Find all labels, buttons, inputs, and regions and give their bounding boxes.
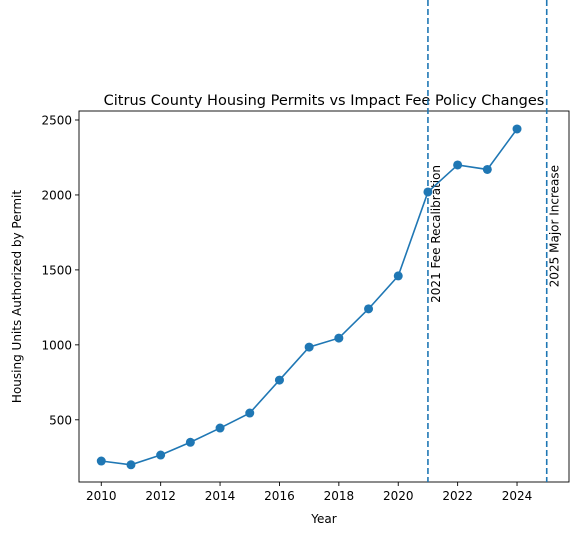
y-tick-label-1000: 1000 [41,338,72,352]
data-point-2020 [393,271,403,281]
plot-frame [78,110,570,483]
y-axis-title: Housing Units Authorized by Permit [10,190,24,403]
x-tick-label-2012: 2012 [145,489,176,503]
data-point-2017 [304,342,314,352]
x-tick-label-2010: 2010 [86,489,117,503]
data-point-2011 [126,460,136,470]
data-point-2012 [156,450,166,460]
annotation-label-2021: 2021 Fee Recalibration [429,165,443,303]
y-tick-label-2000: 2000 [41,188,72,202]
x-tick-label-2022: 2022 [442,489,473,503]
series-line [101,128,518,466]
y-tick-label-500: 500 [49,413,72,427]
data-point-2023 [482,164,492,174]
data-point-2015 [245,408,255,418]
data-point-2018 [334,333,344,343]
x-tick-label-2018: 2018 [324,489,355,503]
x-tick-label-2024: 2024 [502,489,533,503]
x-tick-label-2016: 2016 [264,489,295,503]
data-point-2021 [423,187,433,197]
data-point-2016 [274,375,284,385]
x-tick-label-2020: 2020 [383,489,414,503]
y-tick-label-2500: 2500 [41,113,72,127]
y-tick-label-1500: 1500 [41,263,72,277]
x-axis-title: Year [310,512,336,526]
chart-title: Citrus County Housing Permits vs Impact … [104,93,545,109]
data-point-2024 [512,124,522,134]
data-point-2019 [364,304,374,314]
data-point-2013 [185,437,195,447]
data-point-2014 [215,423,225,433]
plot-area: 2010 2012 2014 2016 2018 2020 2022 2024 500 1000 1… [41,0,570,503]
data-point-2010 [96,456,106,466]
x-tick-label-2014: 2014 [205,489,236,503]
annotation-label-2025: 2025 Major Increase [548,165,562,287]
data-point-2022 [453,160,463,170]
